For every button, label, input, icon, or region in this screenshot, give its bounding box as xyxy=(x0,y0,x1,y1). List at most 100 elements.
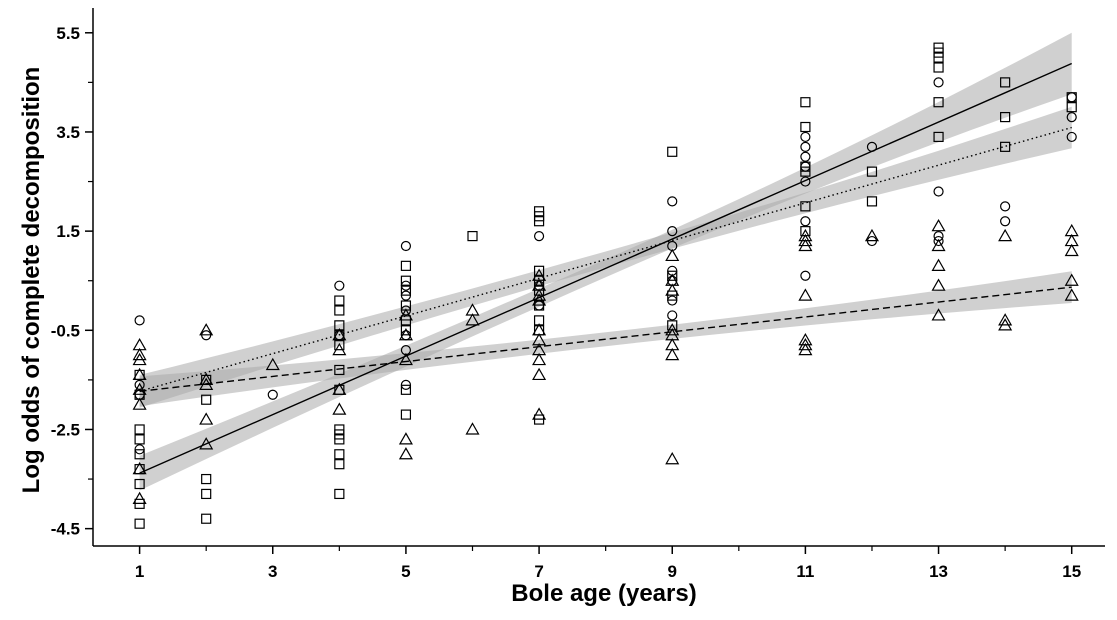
point-triangle xyxy=(398,328,413,341)
point-triangle xyxy=(864,228,880,242)
point-square xyxy=(134,449,145,460)
point-circle xyxy=(933,77,944,88)
point-circle xyxy=(800,216,811,227)
axis-ticks: 1 3 5 7 9 11 13 15-4.5-2.5-0.51.53.55.5 xyxy=(51,24,1081,581)
point-square xyxy=(400,325,412,336)
point-triangle xyxy=(998,318,1013,331)
point-triangle xyxy=(132,347,147,361)
x-axis-title: Bole age (years) xyxy=(511,580,696,607)
point-square xyxy=(667,146,678,157)
x-tick-label: 7 xyxy=(534,562,543,581)
point-triangle xyxy=(332,342,347,356)
point-square xyxy=(533,265,545,276)
point-triangle xyxy=(132,397,147,410)
point-triangle xyxy=(665,283,680,296)
point-square xyxy=(400,285,412,296)
y-tick-label: 5.5 xyxy=(56,24,80,43)
point-triangle xyxy=(798,288,813,301)
point-triangle xyxy=(1064,273,1079,286)
y-axis-title: Log odds of complete decomposition xyxy=(18,67,45,494)
point-circle xyxy=(800,270,811,281)
point-triangle xyxy=(665,248,680,262)
y-tick-label: 3.5 xyxy=(56,123,80,142)
point-circle xyxy=(1066,92,1077,103)
y-tick-label: 1.5 xyxy=(56,222,80,241)
point-circle xyxy=(800,151,811,162)
point-circle xyxy=(800,141,811,152)
point-square xyxy=(667,270,678,281)
point-triangle xyxy=(199,377,214,390)
fit-lines xyxy=(139,62,1072,474)
point-circle xyxy=(800,161,811,172)
point-triangle xyxy=(798,238,813,252)
point-square xyxy=(201,473,212,485)
x-tick-label: 15 xyxy=(1062,562,1081,581)
point-circle xyxy=(400,305,412,316)
point-square xyxy=(866,196,878,207)
point-circle xyxy=(134,379,145,390)
point-triangle xyxy=(665,452,680,465)
point-triangle xyxy=(199,323,214,336)
point-circle xyxy=(400,379,412,390)
point-circle xyxy=(134,444,145,455)
point-circle xyxy=(1000,216,1011,227)
fit-line-square xyxy=(139,62,1072,474)
y-tick-label: -0.5 xyxy=(51,321,80,340)
point-square xyxy=(1066,102,1077,113)
point-triangle xyxy=(532,352,547,366)
x-tick-label: 13 xyxy=(929,562,948,581)
point-square xyxy=(134,424,145,435)
point-circle xyxy=(1066,131,1077,143)
x-tick-label: 5 xyxy=(401,562,410,581)
point-triangle xyxy=(798,337,813,351)
point-triangle xyxy=(1064,288,1079,301)
y-tick-label: -2.5 xyxy=(51,420,80,439)
point-triangle xyxy=(465,313,480,326)
point-triangle xyxy=(931,258,946,271)
point-triangle xyxy=(931,218,946,232)
point-square xyxy=(933,131,944,143)
point-square xyxy=(533,206,545,217)
point-square xyxy=(334,364,345,376)
point-triangle xyxy=(998,228,1013,242)
axes xyxy=(92,8,1105,547)
point-square xyxy=(800,201,811,212)
point-square xyxy=(334,305,345,316)
point-triangle xyxy=(532,293,547,306)
point-triangle xyxy=(332,402,347,415)
point-circle xyxy=(1066,111,1077,123)
point-triangle xyxy=(931,308,946,321)
point-circle xyxy=(866,141,878,152)
point-triangle xyxy=(332,382,347,395)
point-circle xyxy=(533,230,545,242)
point-circle xyxy=(933,186,944,197)
point-circle xyxy=(933,235,944,247)
point-circle xyxy=(400,240,412,252)
point-square xyxy=(134,434,145,445)
point-triangle xyxy=(398,308,413,321)
point-triangle xyxy=(998,313,1013,326)
point-triangle xyxy=(199,412,214,425)
point-square xyxy=(400,409,412,420)
point-triangle xyxy=(532,407,547,420)
point-square xyxy=(866,166,878,177)
point-square xyxy=(1000,111,1011,123)
point-circle xyxy=(134,315,145,326)
point-triangle xyxy=(931,238,946,252)
point-triangle xyxy=(199,372,214,385)
point-circle xyxy=(400,280,412,291)
point-circle xyxy=(667,310,678,321)
point-triangle xyxy=(132,382,147,395)
point-square xyxy=(134,518,145,529)
point-square xyxy=(201,488,212,500)
x-tick-label: 11 xyxy=(796,562,814,581)
x-tick-label: 3 xyxy=(268,562,277,581)
point-triangle xyxy=(398,352,413,366)
x-tick-label: 9 xyxy=(668,562,677,581)
point-triangle xyxy=(132,491,147,504)
point-square xyxy=(134,478,145,490)
point-triangle xyxy=(665,347,680,361)
point-square xyxy=(201,394,212,405)
data-points xyxy=(132,42,1079,529)
